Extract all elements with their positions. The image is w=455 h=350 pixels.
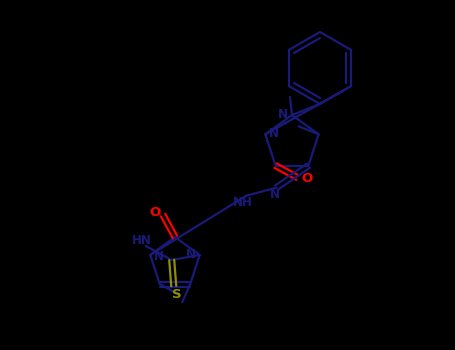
Text: HN: HN [132, 234, 152, 247]
Text: NH: NH [233, 196, 253, 209]
Text: N: N [154, 251, 164, 264]
Text: S: S [172, 288, 182, 301]
Text: N: N [278, 107, 288, 120]
Text: O: O [149, 205, 161, 218]
Text: N: N [269, 188, 279, 201]
Text: N: N [269, 127, 279, 140]
Text: N: N [186, 248, 196, 261]
Text: O: O [301, 172, 312, 185]
